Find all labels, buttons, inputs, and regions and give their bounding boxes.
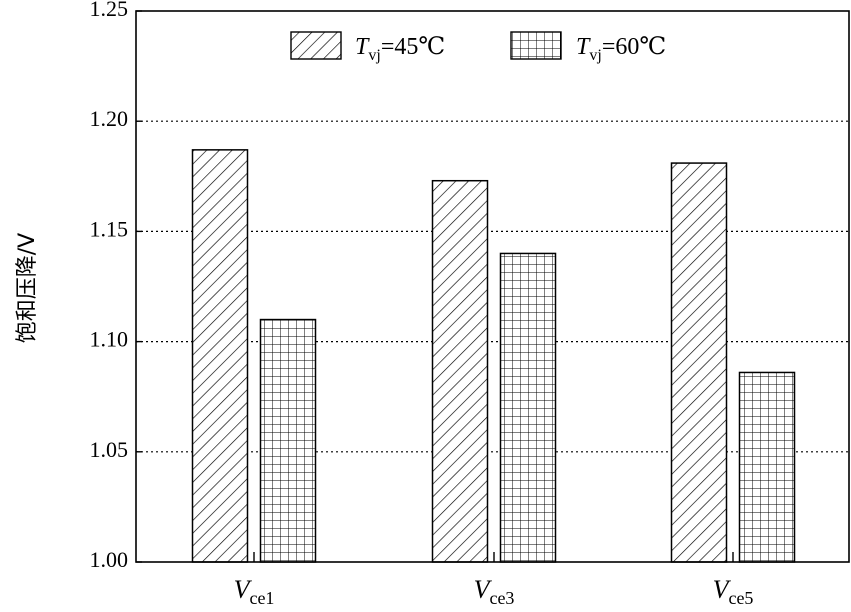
legend-swatch-2 [510, 31, 562, 60]
y-axis-title: 饱和压降/V [15, 233, 40, 343]
x-tick-label: Vce1 [234, 575, 275, 608]
y-tick-label: 1.25 [90, 0, 129, 21]
y-axis-ticks: 1.00 1.05 1.10 1.15 1.20 1.25 [90, 0, 142, 572]
bar-series-1-cat-2 [431, 179, 489, 563]
bars [191, 149, 796, 563]
bar-series-2-cat-1 [259, 318, 317, 563]
bar-series-1-cat-1 [191, 149, 249, 563]
bar-series-2-cat-3 [738, 371, 796, 563]
legend: Tvj=45℃ Tvj=60℃ [290, 31, 666, 64]
y-tick-label: 1.20 [90, 106, 129, 131]
bar-series-2-cat-2 [499, 252, 557, 563]
plot-frame [135, 10, 850, 563]
bar-series-1-cat-3 [670, 162, 728, 563]
y-tick-label: 1.00 [90, 547, 129, 572]
y-tick-label: 1.15 [90, 216, 129, 241]
gridlines [136, 120, 849, 453]
legend-swatch-1 [290, 31, 342, 60]
x-tick-label: Vce3 [474, 575, 515, 608]
x-axis-ticks: Vce1 Vce3 Vce5 [234, 552, 754, 608]
y-tick-label: 1.10 [90, 327, 129, 352]
x-tick-label: Vce5 [713, 575, 754, 608]
plot-border [135, 10, 850, 563]
y-tick-label: 1.05 [90, 437, 129, 462]
legend-label-2: Tvj=60℃ [576, 34, 666, 64]
legend-label-1: Tvj=45℃ [355, 34, 445, 64]
